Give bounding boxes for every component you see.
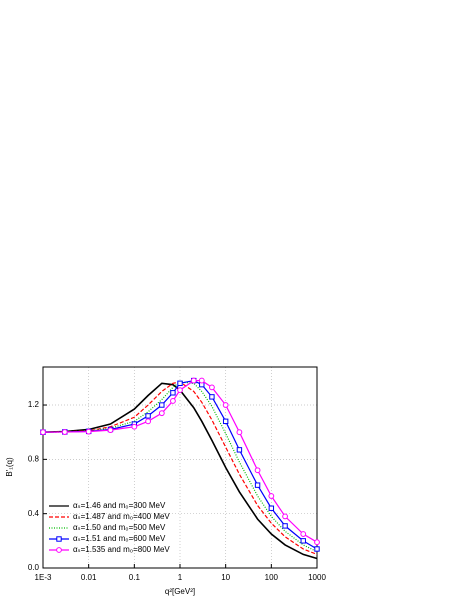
legend-label: αₛ=1.46 and m₀=300 MeV [73, 501, 166, 510]
marker [170, 398, 176, 404]
series-line [42, 381, 318, 555]
marker [107, 427, 114, 434]
y-tick-label: 0.8 [28, 454, 40, 463]
legend-marker [56, 547, 62, 553]
marker [222, 402, 229, 408]
marker [170, 390, 176, 396]
x-tick-label: 0.1 [129, 573, 141, 582]
marker [268, 493, 275, 499]
y-tick-label: 1.2 [28, 400, 40, 409]
x-tick-label: 100 [265, 573, 279, 582]
marker [236, 447, 243, 453]
plot-frame [42, 366, 318, 569]
marker [254, 482, 261, 488]
marker [282, 513, 288, 520]
marker [177, 387, 183, 393]
x-tick-label: 1E-3 [35, 573, 52, 582]
marker [300, 538, 306, 544]
y-tick-label: 0.4 [28, 509, 40, 518]
x-tick-label: 1000 [308, 573, 326, 582]
marker [222, 418, 229, 425]
marker [190, 377, 197, 384]
legend-marker [56, 536, 62, 542]
marker [145, 418, 151, 425]
marker [209, 394, 215, 400]
x-tick-label: 1 [178, 573, 183, 582]
marker [236, 429, 243, 436]
marker [158, 410, 165, 417]
x-tick-label: 10 [221, 573, 230, 582]
legend-label: αₛ=1.50 and m₀=500 MeV [73, 523, 166, 532]
marker [314, 539, 320, 546]
marker [254, 467, 261, 474]
marker [145, 413, 151, 419]
marker [300, 531, 307, 537]
marker [85, 428, 92, 435]
marker [177, 380, 183, 386]
legend-label: αₛ=1.535 and m₀=800 MeV [73, 545, 170, 554]
y-tick-label: 0.0 [28, 563, 40, 572]
marker [61, 429, 68, 435]
marker [131, 423, 138, 430]
marker [282, 523, 288, 529]
marker [314, 546, 320, 552]
series-line [42, 382, 318, 560]
y-axis-label: B'₁(q) [5, 457, 14, 477]
x-tick-label: 0.01 [81, 573, 97, 582]
marker [209, 384, 215, 391]
marker [198, 377, 205, 384]
marker [268, 505, 275, 511]
legend-label: αₛ=1.487 and m₀=400 MeV [73, 512, 170, 521]
legend-label: αₛ=1.51 and m₀=600 MeV [73, 534, 166, 543]
x-axis-label: q²[GeV²] [165, 587, 195, 596]
marker [40, 429, 46, 436]
marker [159, 402, 165, 408]
